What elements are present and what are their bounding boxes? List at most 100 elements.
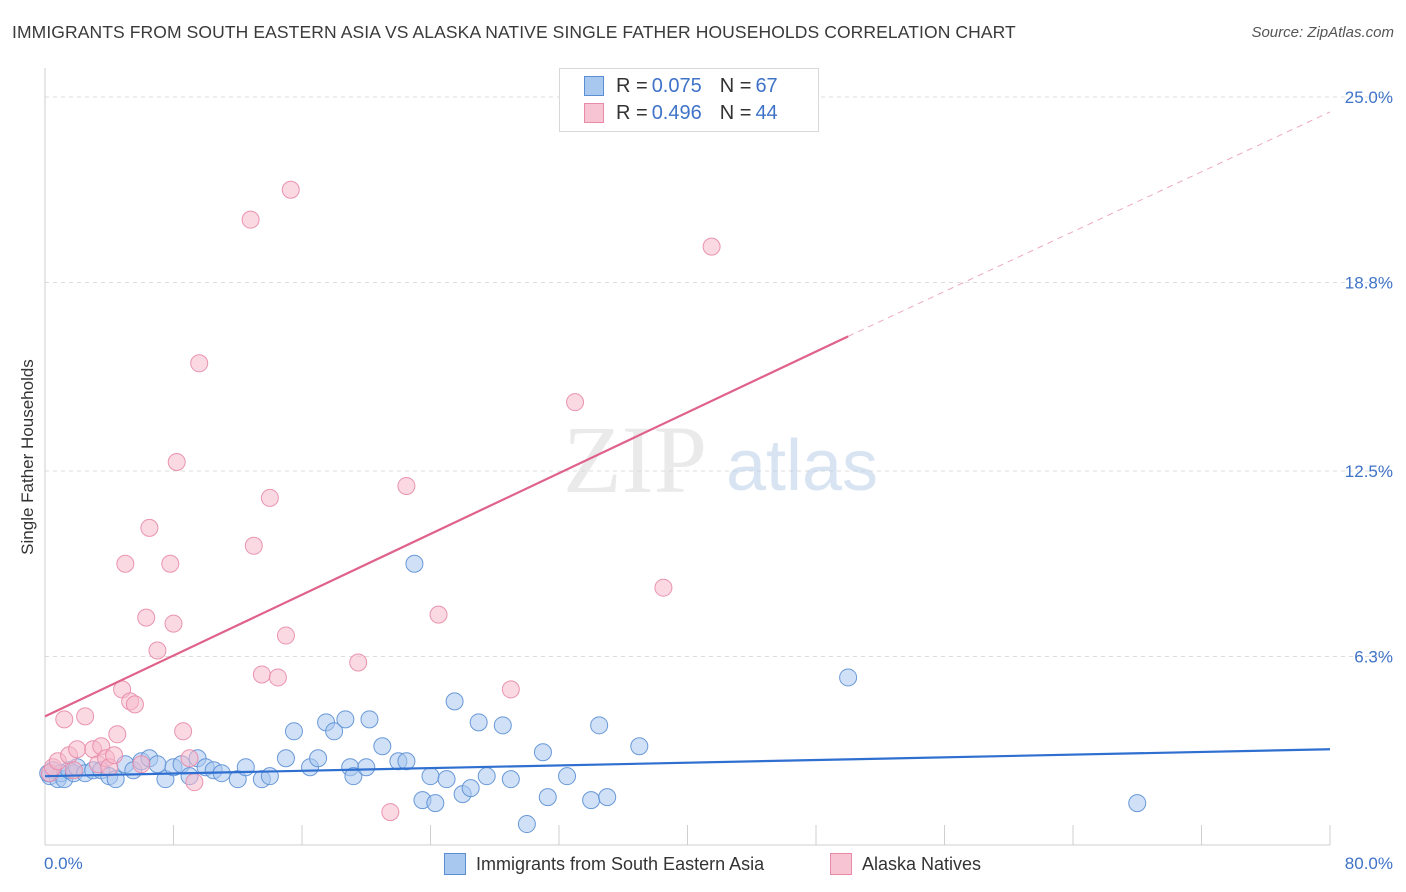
chart-title: IMMIGRANTS FROM SOUTH EASTERN ASIA VS AL… (12, 22, 1016, 42)
bottom-legend-label-pink: Alaska Natives (862, 853, 982, 874)
point-immigrants-se-asia (461, 779, 480, 798)
y-tick-label: 12.5% (1345, 462, 1393, 481)
legend-swatch-pink (584, 103, 604, 123)
point-alaska-natives (76, 707, 95, 726)
point-immigrants-se-asia (469, 713, 488, 732)
x-tick-label: 0.0% (44, 854, 83, 873)
point-alaska-natives (702, 237, 721, 256)
bottom-legend-swatch-blue (444, 853, 466, 875)
point-immigrants-se-asia (426, 794, 445, 813)
point-alaska-natives (381, 803, 400, 822)
point-immigrants-se-asia (538, 788, 557, 807)
trend-line-immigrants-se-asia (44, 748, 1331, 778)
point-immigrants-se-asia (276, 749, 295, 768)
bottom-legend-item-pink: Alaska Natives (830, 852, 981, 876)
y-axis-title: Single Father Households (18, 359, 37, 555)
legend-r-value: 0.496 (651, 101, 702, 124)
legend-row-blue: R = 0.075 N = 67 (584, 74, 778, 98)
axes (44, 68, 1331, 846)
point-alaska-natives (137, 608, 156, 627)
trend-line-alaska-natives-extension (847, 111, 1331, 337)
watermark-atlas: atlas (726, 426, 878, 506)
tick-labels: 6.3% 12.5% 18.8% 25.0% 0.0% 80.0% (44, 88, 1393, 873)
point-immigrants-se-asia (397, 752, 416, 771)
legend-row-pink: R = 0.496 N = 44 (584, 101, 778, 125)
point-alaska-natives (116, 554, 135, 573)
point-alaska-natives (566, 393, 585, 412)
point-immigrants-se-asia (309, 749, 328, 768)
point-alaska-natives (349, 653, 368, 672)
point-alaska-natives (501, 680, 520, 699)
point-immigrants-se-asia (325, 722, 344, 741)
point-alaska-natives (185, 773, 204, 792)
point-alaska-natives (132, 755, 151, 774)
point-alaska-natives (164, 614, 183, 633)
legend-n-label: N = (719, 74, 752, 97)
point-alaska-natives (268, 668, 287, 687)
point-alaska-natives (180, 749, 199, 768)
data-points (39, 180, 1147, 834)
point-alaska-natives (244, 536, 263, 555)
y-tick-label: 25.0% (1345, 88, 1393, 107)
point-immigrants-se-asia (501, 770, 520, 789)
point-immigrants-se-asia (360, 710, 379, 729)
bottom-legend-label-blue: Immigrants from South Eastern Asia (476, 853, 765, 874)
legend-n-value: 44 (755, 101, 778, 124)
point-immigrants-se-asia (1128, 794, 1147, 813)
point-alaska-natives (148, 641, 167, 660)
point-alaska-natives (429, 605, 448, 624)
point-alaska-natives (108, 725, 127, 744)
point-alaska-natives (125, 695, 144, 714)
point-immigrants-se-asia (630, 737, 649, 756)
point-alaska-natives (190, 354, 209, 373)
legend-r-label: R = (616, 74, 648, 97)
point-immigrants-se-asia (344, 767, 363, 786)
point-immigrants-se-asia (405, 554, 424, 573)
point-alaska-natives (252, 665, 271, 684)
point-alaska-natives (167, 453, 186, 472)
point-immigrants-se-asia (421, 767, 440, 786)
point-alaska-natives (55, 710, 74, 729)
bottom-legend-swatch-pink (830, 853, 852, 875)
grid-lines (45, 96, 1390, 658)
point-immigrants-se-asia (517, 815, 536, 834)
point-alaska-natives (654, 578, 673, 597)
point-immigrants-se-asia (260, 767, 279, 786)
trend-line-alaska-natives (44, 335, 849, 718)
point-alaska-natives (140, 518, 159, 537)
point-alaska-natives (397, 476, 416, 495)
point-alaska-natives (260, 488, 279, 507)
y-tick-label: 18.8% (1345, 274, 1393, 293)
legend-r-value: 0.075 (651, 74, 702, 97)
point-immigrants-se-asia (148, 755, 167, 774)
point-immigrants-se-asia (839, 668, 858, 687)
trend-lines (44, 111, 1331, 778)
point-immigrants-se-asia (493, 716, 512, 735)
point-immigrants-se-asia (373, 737, 392, 756)
point-immigrants-se-asia (598, 788, 617, 807)
legend-n-value: 67 (755, 74, 778, 97)
correlation-legend: R = 0.075 N = 67 R = 0.496 N = 44 (559, 68, 819, 132)
point-alaska-natives (241, 210, 260, 229)
bottom-legend-item-blue: Immigrants from South Eastern Asia (444, 852, 764, 876)
point-immigrants-se-asia (357, 758, 376, 777)
point-immigrants-se-asia (437, 770, 456, 789)
point-immigrants-se-asia (445, 692, 464, 711)
point-immigrants-se-asia (336, 710, 355, 729)
point-immigrants-se-asia (590, 716, 609, 735)
point-alaska-natives (161, 554, 180, 573)
legend-n-label: N = (719, 101, 752, 124)
legend-swatch-blue (584, 76, 604, 96)
point-alaska-natives (174, 722, 193, 741)
source-label: Source: ZipAtlas.com (1251, 24, 1394, 41)
point-alaska-natives (276, 626, 295, 645)
watermark: ZIP atlas (563, 406, 878, 513)
x-tick-label: 80.0% (1345, 854, 1393, 873)
point-immigrants-se-asia (582, 791, 601, 810)
point-alaska-natives (281, 180, 300, 199)
point-immigrants-se-asia (284, 722, 303, 741)
point-immigrants-se-asia (558, 767, 577, 786)
point-alaska-natives (105, 746, 124, 765)
watermark-zip: ZIP (563, 406, 707, 513)
